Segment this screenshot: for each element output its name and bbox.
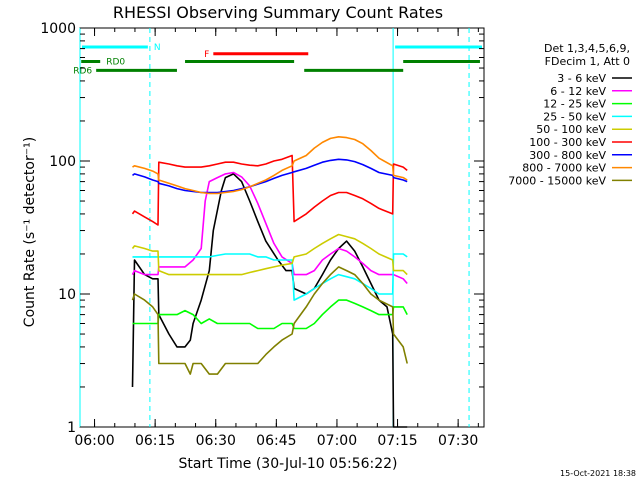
x-tick-label: 06:30 [196,433,236,449]
legend-entry-label: 25 - 50 keV [543,110,606,123]
y-tick-label: 100 [49,154,76,170]
legend-entry-label: 100 - 300 keV [529,136,606,149]
legend-header: FDecim 1, Att 0 [545,55,630,68]
chart-title: RHESSI Observing Summary Count Rates [113,3,443,22]
legend-entry-label: 300 - 800 keV [529,149,606,162]
y-axis-label: Count Rate (s⁻¹ detector⁻¹) [22,137,38,327]
state-bar-label: RD6 [73,66,92,76]
x-tick-label: 06:00 [74,433,114,449]
plot-area: N F RD0 RD6 [73,28,482,428]
y-tick-label: 10 [58,287,76,303]
series-line-0 [131,173,408,428]
legend-entry-label: 12 - 25 keV [543,98,606,111]
state-bar-label: RD0 [106,57,125,67]
series-line-8 [131,266,408,375]
state-bar-label: N [154,43,161,53]
x-tick-label: 06:15 [135,433,175,449]
x-axis-label: Start Time (30-Jul-10 05:56:22) [178,456,397,472]
series-line-7 [132,136,408,195]
axes: 06:00 06:15 06:30 06:45 07:00 07:15 07:30 1 10 10… [40,21,484,449]
legend: Det 1,3,4,5,6,9,FDecim 1, Att 0 3 - 6 keV… [508,42,632,187]
series-line-1 [131,171,408,285]
x-tick-label: 07:00 [317,433,357,449]
legend-header: Det 1,3,4,5,6,9, [544,42,630,55]
legend-entry-label: 6 - 12 keV [550,85,606,98]
x-tick-label: 07:15 [377,433,417,449]
x-tick-label: 07:30 [438,433,478,449]
y-tick-label: 1 [67,420,76,436]
legend-entry-label: 3 - 6 keV [557,72,606,85]
series-line-4 [131,233,408,276]
legend-entry-label: 50 - 100 keV [536,123,606,136]
generation-timestamp: 15-Oct-2021 18:38 [560,469,636,478]
legend-entry-label: 800 - 7000 keV [522,162,606,175]
y-tick-label: 1000 [40,21,76,37]
x-tick-label: 06:45 [256,433,296,449]
series-line-2 [132,299,408,330]
series-line-6 [132,158,408,194]
state-bar-label: F [204,50,209,60]
series-line-5 [131,154,408,226]
legend-entry-label: 7000 - 15000 keV [508,174,606,187]
